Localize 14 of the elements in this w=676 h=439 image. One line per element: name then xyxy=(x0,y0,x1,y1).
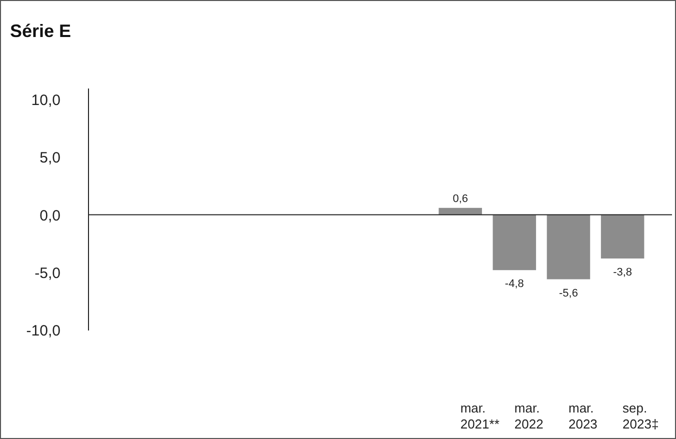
y-tick-label: 10,0 xyxy=(31,92,60,110)
y-tick-label: 5,0 xyxy=(40,150,60,167)
chart-title: Série E xyxy=(10,21,72,41)
x-tick-label: sep. 2023‡ xyxy=(622,400,659,432)
data-label: -5,6 xyxy=(559,287,578,300)
x-tick-label: mar. 2021** xyxy=(460,400,500,432)
data-label: -4,8 xyxy=(504,278,524,290)
x-tick-label: mar. 2022 xyxy=(514,400,544,432)
y-tick-label: 0,0 xyxy=(40,207,60,224)
x-tick-label: mar. 2023 xyxy=(568,400,598,432)
data-label: -3,8 xyxy=(613,266,632,279)
y-tick-label: -10,0 xyxy=(26,322,60,340)
y-tick-label: -5,0 xyxy=(34,264,60,282)
data-label: 0,6 xyxy=(452,192,468,205)
